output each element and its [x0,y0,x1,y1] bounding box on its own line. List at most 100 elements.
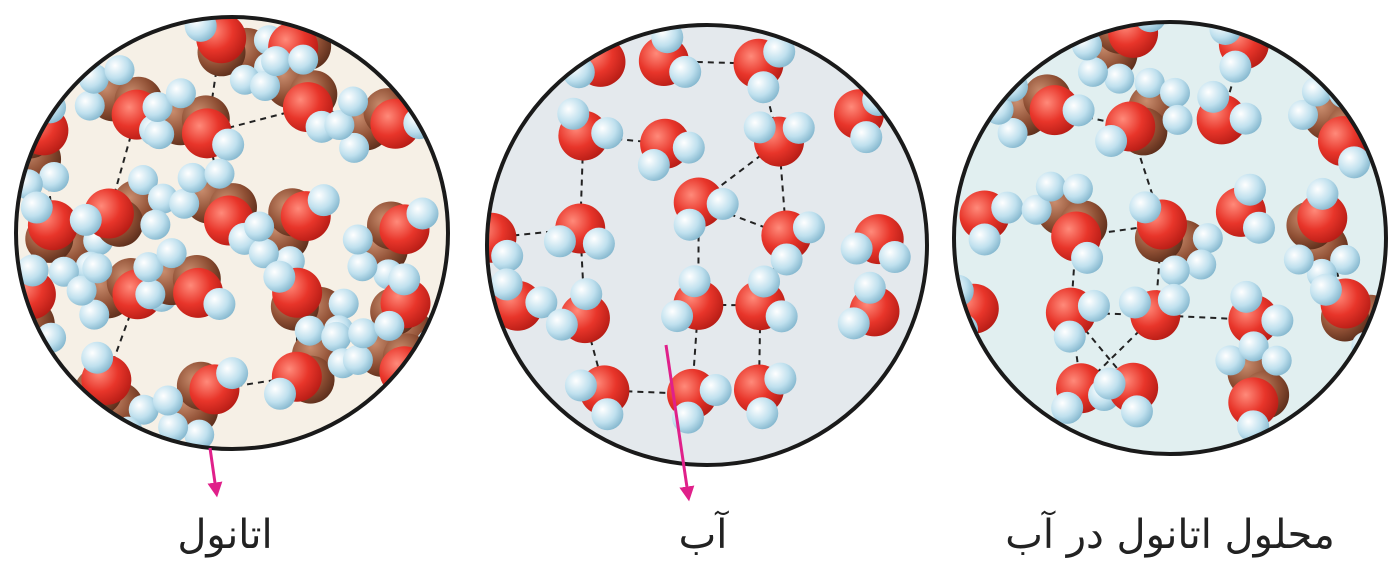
hydrogen-atom [82,253,113,284]
hydrogen-atom [591,398,624,431]
molecule [264,315,358,410]
hydrogen-atom [672,131,705,164]
hydrogen-atom [748,265,781,298]
hydrogen-atom [1288,99,1319,130]
hydrogen-atom [1378,293,1386,324]
hydrogen-atom [339,132,370,163]
molecule [250,44,338,143]
hydrogen-atom [545,308,578,341]
oxygen-atom [1029,85,1080,136]
hydrogen-atom [1077,56,1108,87]
hydrogen-atom [1229,102,1262,135]
hydrogen-atom [79,299,110,330]
hydrogen-atom [264,377,297,410]
molecule [142,78,245,161]
hydrogen-atom [261,46,292,77]
molecule [761,210,825,276]
ethanol-molecules [16,17,446,449]
hydrogen-atom [764,362,797,395]
hydrogen-atom [406,197,439,230]
molecule [1196,80,1262,145]
hydrogen-atom [1306,177,1339,210]
hydrogen-atom [212,128,245,161]
hydrogen-atom [415,328,446,359]
molecule [1129,191,1223,286]
hydrogen-atom [338,86,369,117]
hydrogen-atom [564,369,597,402]
molecule [1118,283,1190,341]
hydrogen-atom [1159,255,1190,286]
hydrogen-atom [169,188,200,219]
hydrogen-atom [765,300,798,333]
solution-circle [952,20,1388,456]
oxygen-atom [1297,192,1348,243]
hydrogen-atom [1238,331,1269,362]
hydrogen-atom [248,238,279,269]
hydrogen-atom [453,231,485,263]
hydrogen-atom [490,268,523,301]
hydrogen-atom [840,232,873,265]
hydrogen-atom [1242,211,1275,244]
hydrogen-atom [244,211,275,242]
hydrogen-atom [747,71,780,104]
hydrogen-atom [997,117,1028,148]
hydrogen-atom [1104,63,1135,94]
hydrogen-atom [1077,289,1110,322]
hydrogen-atom [203,287,236,320]
hydrogen-atom [348,318,379,349]
molecule [638,25,702,88]
hydrogen-atom [1095,124,1128,157]
molecule [661,265,724,333]
hydrogen-atom [1309,273,1342,306]
hydrogen-atom [66,275,97,306]
molecule [735,265,798,333]
hydrogen-atom [39,162,70,193]
hydrogen-atom [746,397,779,430]
hydrogen-atom [318,17,349,37]
molecule [733,35,796,104]
hydrogen-atom [1093,367,1126,400]
hydrogen-atom [184,419,215,449]
molecule [1283,177,1361,289]
hydrogen-atom [1062,173,1093,204]
hydrogen-atom [669,55,702,88]
hydrogen-atom [1329,78,1360,109]
molecule [1215,173,1275,244]
hydrogen-atom [968,223,1001,256]
label: آب [679,510,730,558]
hydrogen-atom [1186,249,1217,280]
hydrogen-atom [1062,94,1095,127]
molecule [667,368,732,434]
hydrogen-atom [878,241,911,274]
hydrogen-atom [1192,223,1223,254]
hydrogen-atom [1134,67,1165,98]
water-molecules [453,25,911,434]
hydrogen-atom [1215,345,1246,376]
hydrogen-atom [699,374,732,407]
hydrogen-atom [678,265,711,298]
hydrogen-atom [104,55,135,86]
hydrogen-atom [328,288,359,319]
hydrogen-atom [216,357,249,390]
ethanol-circle [14,15,450,451]
hydrogen-atom [1159,77,1190,108]
hydrogen-atom [850,121,883,154]
hydrogen-atom [81,341,114,374]
hydrogen-atom [140,209,171,240]
molecule [543,203,615,260]
molecule [637,118,705,181]
molecule [244,184,340,277]
hydrogen-atom [1053,320,1086,353]
molecule [1093,362,1159,428]
hydrogen-atom [782,111,815,144]
hydrogen-atom [1134,22,1167,33]
hydrogen-atom [543,225,576,258]
hydrogen-atom [342,224,373,255]
hydrogen-atom [1219,50,1252,83]
molecule [545,278,610,344]
hydrogen-atom [1261,304,1294,337]
hydrogen-atom [1162,104,1193,135]
hydrogen-atom [853,271,886,304]
oxygen-atom [379,346,430,397]
